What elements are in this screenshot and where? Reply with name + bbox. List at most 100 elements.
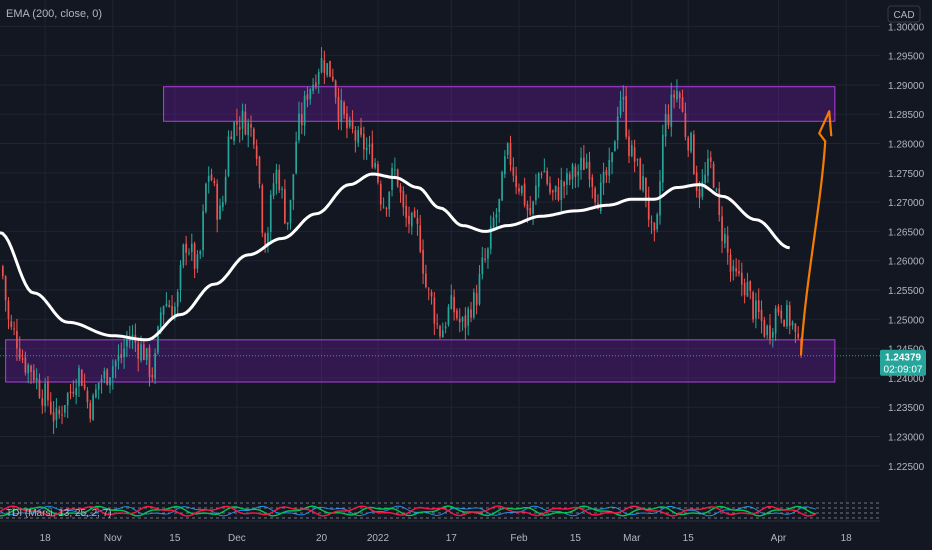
candle-body — [447, 306, 450, 325]
candle-body — [371, 143, 374, 168]
candle-body — [726, 235, 729, 253]
y-tick-label: 1.29000 — [888, 81, 925, 92]
candle-body — [199, 251, 202, 255]
candle-body — [470, 309, 472, 318]
candle-body — [233, 121, 235, 142]
candle-body — [95, 389, 97, 398]
candle-body — [47, 381, 49, 401]
candle-body — [365, 147, 368, 151]
candle-body — [44, 383, 46, 407]
candle-body — [1, 266, 4, 277]
candle-body — [275, 169, 278, 184]
candle-body — [473, 292, 475, 318]
candle-body — [176, 292, 179, 307]
candle-body — [210, 174, 213, 181]
candle-body — [786, 304, 788, 327]
candle-body — [295, 141, 297, 174]
x-axis[interactable]: 18 Nov 15 Dec 20 2022 17 Feb 15 Mar 15 Apr 18 — [40, 533, 853, 544]
candle-body — [630, 144, 633, 157]
candle-body — [388, 192, 391, 210]
y-tick-label: 1.25000 — [888, 315, 925, 326]
candle-body — [97, 382, 100, 390]
candle-body — [284, 189, 286, 224]
candle-body — [326, 63, 329, 76]
candle-body — [611, 152, 613, 163]
candle-body — [504, 156, 506, 175]
x-tick-label: Dec — [228, 533, 246, 544]
candle-body — [24, 357, 27, 373]
x-tick-label: 15 — [570, 533, 582, 544]
candle-body — [681, 97, 684, 112]
candle-body — [777, 306, 780, 313]
candle-body — [165, 303, 168, 306]
candle-body — [580, 157, 582, 170]
tdi-indicator-label[interactable]: TDI (Marsi, 13, 25, 2, 7) — [6, 508, 112, 519]
candle-body — [4, 276, 7, 301]
candle-body — [622, 97, 625, 100]
ema-indicator-label[interactable]: EMA (200, close, 0) — [6, 8, 102, 20]
candle-body — [354, 130, 357, 141]
candle-body — [89, 402, 92, 419]
candle-body — [591, 177, 594, 187]
candle-body — [190, 243, 193, 252]
candle-body — [402, 190, 405, 208]
candle-body — [162, 306, 165, 315]
candle-body — [55, 407, 58, 420]
candle-body — [394, 169, 396, 171]
candle-body — [346, 113, 348, 129]
candle-body — [35, 378, 38, 381]
candle-body — [543, 170, 546, 173]
y-tick-label: 1.29500 — [888, 52, 925, 63]
candle-body — [439, 326, 441, 337]
x-tick-label: 20 — [316, 533, 328, 544]
candle-body — [704, 174, 706, 183]
candle-body — [653, 222, 656, 231]
candle-body — [109, 377, 111, 386]
candle-body — [360, 127, 362, 135]
candle-body — [718, 188, 721, 215]
currency-label: CAD — [893, 10, 914, 21]
candle-body — [385, 207, 388, 210]
candle-body — [238, 127, 241, 130]
candle-body — [159, 312, 162, 328]
candle-body — [551, 190, 554, 193]
projection-arrow — [799, 110, 833, 356]
candle-body — [92, 395, 94, 421]
candle-body — [416, 218, 419, 224]
x-tick-label: 18 — [40, 533, 52, 544]
resistance-zone — [163, 86, 836, 122]
candle-body — [740, 272, 743, 285]
candle-body — [467, 308, 470, 326]
y-tick-label: 1.26500 — [888, 227, 925, 238]
y-tick-label: 1.28500 — [888, 110, 925, 121]
candle-body — [602, 171, 605, 184]
candle-body — [193, 243, 196, 270]
y-axis[interactable]: 1.30000 1.29500 1.29000 1.28500 1.28000 1.275… — [888, 22, 925, 472]
candle-body — [478, 274, 481, 305]
candle-body — [258, 156, 261, 184]
candle-body — [179, 265, 182, 290]
candle-body — [272, 183, 275, 196]
candle-body — [374, 162, 376, 168]
y-tick-label: 1.30000 — [888, 22, 925, 33]
candle-body — [769, 325, 771, 340]
candle-body — [436, 323, 439, 325]
candle-body — [771, 331, 774, 338]
candle-body — [18, 348, 21, 359]
tdi-line — [0, 505, 817, 517]
candle-body — [168, 305, 171, 308]
candle-body — [475, 293, 478, 306]
y-tick-label: 1.26000 — [888, 257, 925, 268]
candle-body — [298, 113, 300, 141]
candle-body — [794, 323, 797, 332]
candle-body — [625, 95, 627, 137]
candle-body — [489, 226, 492, 249]
candle-countdown: 02:09:07 — [884, 365, 923, 376]
candle-body — [783, 319, 785, 327]
currency-badge[interactable]: CAD — [887, 5, 921, 23]
candle-body — [52, 412, 55, 422]
candle-body — [340, 99, 343, 122]
candle-body — [255, 145, 258, 159]
candle-body — [58, 409, 61, 415]
